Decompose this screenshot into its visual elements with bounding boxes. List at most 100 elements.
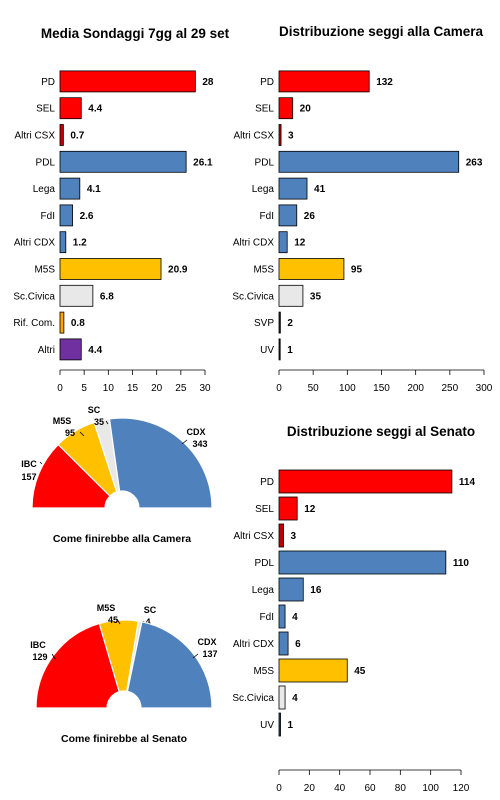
pie-senato-slice-value: 45 — [108, 615, 118, 625]
senato-x-tick-label: 0 — [276, 783, 282, 794]
polls-x-tick-label: 20 — [151, 383, 163, 394]
senato-bar-m5s — [278, 658, 348, 683]
polls-bar-rif-com — [59, 311, 65, 334]
senato-bar-altri-csx — [278, 523, 284, 548]
senato-half-donut-chart: Come finirebbe al Senato IBC 129 M5S 45 SC 4 C… — [30, 603, 217, 745]
pie-camera-slice-name: CDX — [186, 427, 205, 437]
senato-x-tick-label: 40 — [334, 783, 346, 794]
camera-x-tick-label: 150 — [373, 383, 390, 394]
senato-pie-caption: Come finirebbe al Senato — [61, 733, 187, 745]
camera-value-label: 35 — [310, 291, 322, 302]
senato-bar-pd — [278, 469, 453, 494]
polls-category-label: PDL — [36, 157, 56, 168]
polls-value-label: 0.8 — [71, 318, 85, 329]
camera-value-label: 3 — [288, 131, 294, 142]
polls-category-label: Altri CSX — [14, 131, 55, 142]
senato-category-label: PD — [260, 477, 274, 488]
senato-value-label: 16 — [310, 585, 322, 596]
polls-category-label: PD — [41, 77, 55, 88]
camera-category-label: Lega — [252, 184, 275, 195]
camera-bar-altri-csx — [278, 124, 282, 146]
senato-bar-sel — [278, 496, 298, 521]
polls-category-label: M5S — [34, 265, 55, 276]
senato-category-label: FdI — [260, 612, 274, 623]
camera-bar-svp — [278, 311, 281, 334]
camera-value-label: 263 — [466, 157, 483, 168]
polls-category-label: Lega — [33, 184, 56, 195]
pie-camera-slice-cdx — [108, 417, 213, 509]
camera-category-label: SEL — [255, 104, 274, 115]
camera-value-label: 95 — [351, 265, 363, 276]
camera-category-label: FdI — [260, 211, 274, 222]
senato-value-label: 4 — [292, 612, 298, 623]
camera-category-label: Altri CDX — [233, 238, 274, 249]
senato-value-label: 12 — [304, 504, 316, 515]
polls-category-label: SEL — [36, 104, 55, 115]
senato-value-label: 1 — [288, 720, 294, 731]
senato-value-label: 110 — [453, 558, 470, 569]
camera-bar-sel — [278, 97, 294, 120]
camera-pie-caption: Come finirebbe alla Camera — [53, 533, 191, 545]
senato-x-tick-label: 120 — [453, 783, 470, 794]
camera-category-label: Sc.Civica — [232, 291, 274, 302]
senato-x-tick-label: 80 — [395, 783, 407, 794]
senato-value-label: 6 — [295, 639, 301, 650]
camera-value-label: 20 — [300, 104, 312, 115]
pie-camera-label-leader — [39, 461, 43, 465]
camera-x-tick-label: 50 — [308, 383, 320, 394]
senato-category-label: Sc.Civica — [232, 693, 274, 704]
camera-category-label: PD — [260, 77, 274, 88]
camera-category-label: SVP — [254, 318, 274, 329]
polls-value-label: 26.1 — [193, 157, 213, 168]
pie-senato-slice-name: M5S — [97, 603, 116, 613]
camera-value-label: 26 — [304, 211, 316, 222]
pie-camera-slice-value: 35 — [94, 417, 104, 427]
polls-category-label: Altri CDX — [14, 238, 55, 249]
senato-category-label: SEL — [255, 504, 274, 515]
camera-x-tick-label: 300 — [476, 383, 493, 394]
polls-bar-fdi — [59, 204, 73, 227]
polls-x-tick-label: 5 — [81, 383, 87, 394]
senato-value-label: 4 — [292, 693, 298, 704]
pie-senato-label-leader — [51, 653, 57, 661]
polls-bar-pd — [59, 70, 196, 93]
polls-value-label: 0.7 — [70, 131, 84, 142]
polls-value-label: 4.1 — [87, 184, 101, 195]
senato-x-tick-label: 60 — [364, 783, 376, 794]
camera-bar-chart: Distribuzione seggi alla Camera PD 132SEL… — [232, 24, 492, 394]
polls-value-label: 20.9 — [168, 265, 188, 276]
pie-senato-slice-name: CDX — [197, 637, 216, 647]
polls-bar-altri-cdx — [59, 231, 67, 254]
pie-camera-slice-name: SC — [88, 405, 101, 415]
camera-bar-pdl — [278, 150, 460, 173]
senato-bar-lega — [278, 577, 304, 602]
pie-senato-slice-cdx — [126, 621, 213, 709]
senato-x-tick-label: 100 — [422, 783, 439, 794]
senato-bar-sc-civica — [278, 685, 286, 710]
senato-category-label: M5S — [253, 666, 274, 677]
polls-bar-m5s — [59, 258, 162, 280]
pie-camera-slice-value: 157 — [21, 472, 36, 482]
senato-value-label: 3 — [291, 531, 297, 542]
camera-x-tick-label: 100 — [339, 383, 356, 394]
camera-value-label: 2 — [287, 318, 293, 329]
camera-bar-m5s — [278, 258, 345, 280]
camera-bar-uv — [278, 338, 281, 361]
senato-category-label: Altri CSX — [233, 531, 274, 542]
camera-bar-fdi — [278, 204, 298, 227]
polls-chart-title: Media Sondaggi 7gg al 29 set — [41, 26, 230, 41]
pie-camera-slice-name: IBC — [21, 459, 37, 469]
pie-senato-slice-ibc — [35, 622, 120, 709]
pie-camera-label-leader — [181, 439, 188, 445]
camera-chart-title: Distribuzione seggi alla Camera — [279, 24, 484, 39]
polls-value-label: 6.8 — [100, 291, 114, 302]
pie-senato-slice-name: SC — [144, 605, 157, 615]
camera-x-tick-label: 200 — [407, 383, 424, 394]
polls-x-tick-label: 25 — [175, 383, 187, 394]
senato-category-label: PDL — [255, 558, 275, 569]
camera-category-label: UV — [260, 345, 274, 356]
pie-camera-label-leader — [79, 431, 85, 437]
pie-senato-slice-name: IBC — [30, 640, 46, 650]
camera-x-tick-label: 0 — [276, 383, 282, 394]
senato-bar-pdl — [278, 550, 447, 575]
